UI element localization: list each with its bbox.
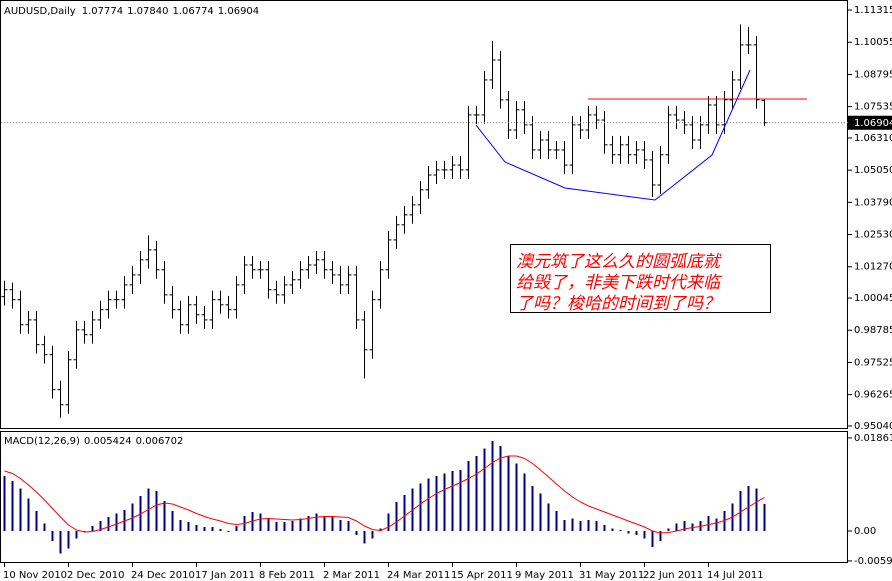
signal-value: 0.006702 xyxy=(136,436,184,447)
x-tick-label: 17 Jan 2011 xyxy=(195,570,255,581)
y-tick-label: 0.98785 xyxy=(854,325,892,336)
arc-trendline xyxy=(475,69,751,201)
annotation-line: 给毁了，非美下跌时代来临 xyxy=(516,273,723,293)
y-tick-label: 0.97525 xyxy=(854,357,892,368)
y-tick-label: 1.06310 xyxy=(854,133,892,144)
low-value: 1.06774 xyxy=(172,6,213,17)
price-box xyxy=(848,115,892,130)
y-tick-label: 1.08795 xyxy=(854,69,892,80)
x-tick-label: 8 Feb 2011 xyxy=(259,570,315,581)
y-tick-label: 1.05050 xyxy=(854,165,892,176)
marks: 1.11315 1.10055 1.08795 1.07535 1.06310 1.050… xyxy=(1,5,892,581)
price-pane xyxy=(0,0,848,429)
open-value: 1.07774 xyxy=(82,6,123,17)
macd-title: MACD(12,26,9) 0.005424 0.006702 xyxy=(4,436,183,447)
high-value: 1.07840 xyxy=(127,6,168,17)
y-tick-label: 1.00045 xyxy=(854,293,892,304)
y-tick-label: 1.07535 xyxy=(854,102,892,113)
symbol: AUDUSD,Daily xyxy=(4,6,76,17)
indicator-name: MACD(12,26,9) xyxy=(4,436,80,447)
x-tick-label: 9 May 2011 xyxy=(515,570,574,581)
macd-value: 0.005424 xyxy=(84,436,132,447)
y-tick-label: 0.96265 xyxy=(854,390,892,401)
x-tick-label: 24 Mar 2011 xyxy=(387,570,450,581)
chart-title: AUDUSD,Daily 1.07774 1.07840 1.06774 1.06904 xyxy=(4,6,259,17)
annotation-line: 了吗？梭哈的时间到了吗？ xyxy=(516,294,720,314)
x-tick-label: 24 Dec 2010 xyxy=(131,570,195,581)
macd-pane xyxy=(0,431,848,563)
x-tick-label: 2 Mar 2011 xyxy=(323,570,380,581)
price-label: 1.06904 xyxy=(854,118,892,129)
x-tick-label: 22 Jun 2011 xyxy=(643,570,703,581)
x-tick-label: 15 Apr 2011 xyxy=(451,570,513,581)
y-tick-label: 0.95040 xyxy=(854,421,892,432)
y-tick-label: 0.00 xyxy=(854,526,876,537)
annotation-box xyxy=(510,244,771,313)
x-tick-label: 14 Jul 2011 xyxy=(707,570,764,581)
close-value: 1.06904 xyxy=(218,6,259,17)
y-tick-label: 1.03790 xyxy=(854,197,892,208)
y-tick-label: 0.018614 xyxy=(854,433,892,444)
y-tick-label: 1.10055 xyxy=(854,37,892,48)
y-tick-label: 1.01270 xyxy=(854,262,892,273)
x-tick-label: 10 Nov 2010 xyxy=(3,570,67,581)
signal-line xyxy=(4,455,765,534)
y-tick-label: -0.00598 xyxy=(854,556,892,567)
y-tick-label: 1.02530 xyxy=(854,230,892,241)
annotation-line: 澳元筑了这么久的圆弧底就 xyxy=(516,252,722,272)
x-tick-label: 2 Dec 2010 xyxy=(67,570,125,581)
x-tick-label: 31 May 2011 xyxy=(579,570,644,581)
y-tick-label: 1.11315 xyxy=(854,5,892,16)
